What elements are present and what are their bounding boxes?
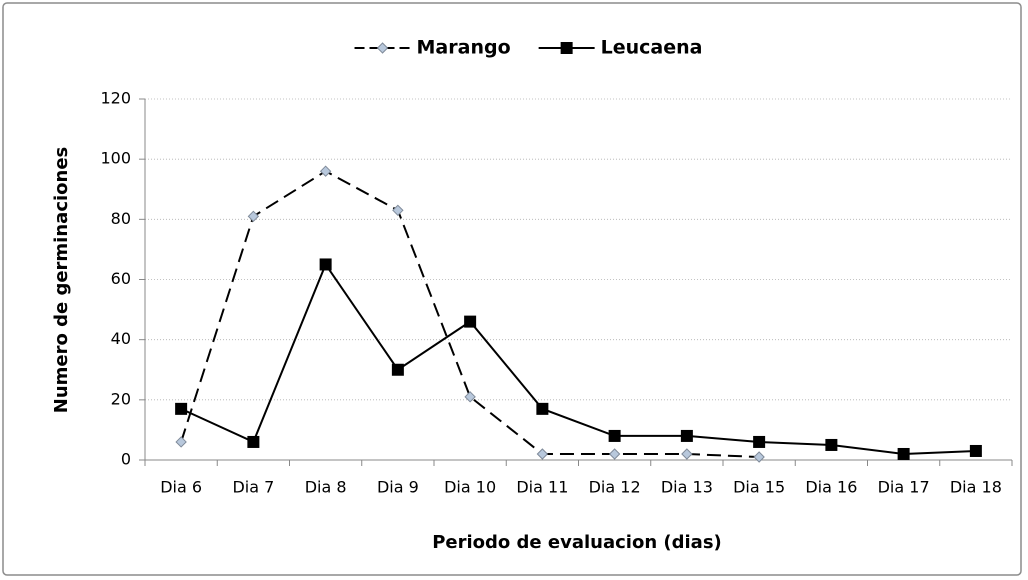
x-tick-label: Dia 17 [878,478,930,497]
x-tick-label: Dia 8 [305,478,347,497]
x-tick-label: Dia 12 [589,478,641,497]
point [825,438,838,451]
point [608,448,621,460]
x-tick-label: Dia 7 [232,478,274,497]
x-tick-label: Dia 6 [160,478,202,497]
y-tick-label: 40 [111,329,131,348]
x-tick-label: Dia 15 [733,478,785,497]
point [753,435,766,448]
y-tick-label: 80 [111,209,131,228]
x-axis-title: Periodo de evaluacion (dias) [432,532,722,553]
series-line [180,262,976,455]
point [536,448,549,460]
point [969,444,982,457]
legend-marker [376,42,389,54]
legend-label: Marango [417,37,511,59]
x-tick-label: Dia 10 [444,478,496,497]
point [897,447,910,460]
point [319,258,332,271]
point [681,448,693,460]
x-tick-label: Dia 18 [950,478,1002,497]
point [319,165,332,177]
y-axis-title: Numero de germinaciones [51,147,72,414]
point [464,391,476,403]
x-tick-label: Dia 11 [516,478,568,497]
point [464,315,477,328]
legend-marker [560,42,573,54]
point [392,204,404,217]
y-tick-label: 120 [100,89,131,108]
point [753,451,765,463]
y-tick-label: 20 [111,389,131,408]
y-tick-label: 100 [100,149,131,168]
point [680,429,693,442]
legend: Marango Leucaena [354,37,703,59]
x-tick-label: Dia 16 [805,478,857,497]
x-tick-label: Dia 9 [377,478,419,497]
series-line [180,170,760,458]
point [175,436,187,448]
point [247,435,260,448]
point [247,210,260,223]
x-tick-label: Dia 13 [661,478,713,497]
y-tick-label: 0 [121,450,131,469]
point [536,402,549,415]
point [391,363,404,376]
y-tick-label: 60 [111,269,131,288]
point [608,429,621,442]
point [175,402,188,415]
legend-label: Leucaena [601,37,703,59]
